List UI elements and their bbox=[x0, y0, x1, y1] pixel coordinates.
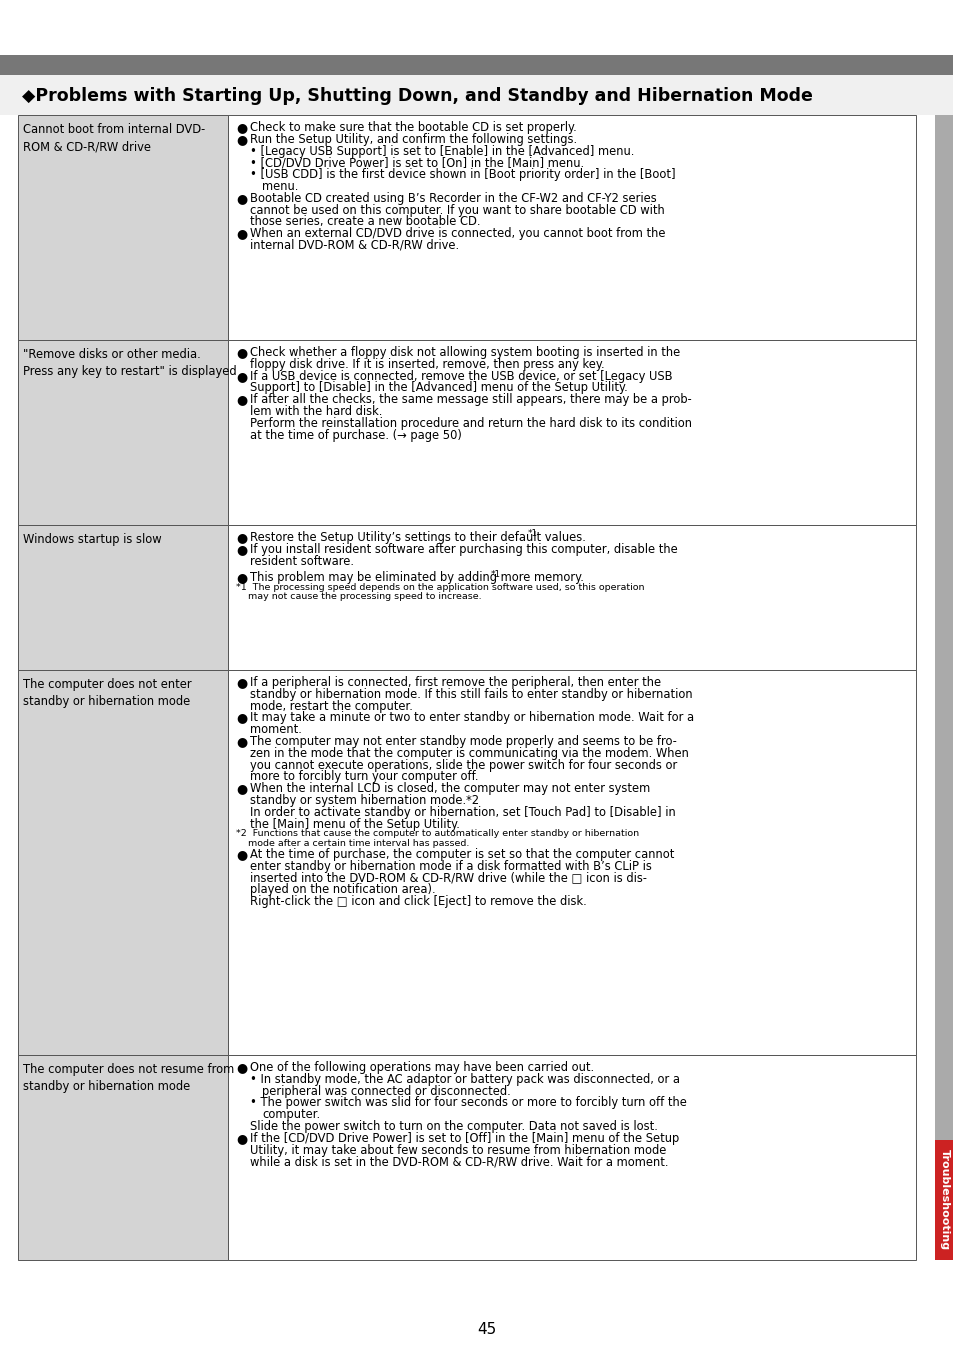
Text: *1  The processing speed depends on the application software used, so this opera: *1 The processing speed depends on the a… bbox=[235, 582, 644, 592]
Text: At the time of purchase, the computer is set so that the computer cannot: At the time of purchase, the computer is… bbox=[250, 848, 674, 861]
Text: menu.: menu. bbox=[262, 180, 298, 193]
Text: In order to activate standby or hibernation, set [Touch Pad] to [Disable] in: In order to activate standby or hibernat… bbox=[250, 805, 675, 819]
Text: *1: *1 bbox=[527, 530, 537, 539]
Bar bbox=[18, 1055, 228, 1260]
Text: When an external CD/DVD drive is connected, you cannot boot from the: When an external CD/DVD drive is connect… bbox=[250, 227, 665, 240]
Text: moment.: moment. bbox=[250, 723, 301, 736]
Text: ●: ● bbox=[235, 132, 247, 146]
Bar bbox=[0, 76, 953, 115]
Text: Windows startup is slow: Windows startup is slow bbox=[23, 534, 161, 546]
Text: Utility, it may take about few seconds to resume from hibernation mode: Utility, it may take about few seconds t… bbox=[250, 1143, 666, 1156]
Text: Right-click the □ icon and click [Eject] to remove the disk.: Right-click the □ icon and click [Eject]… bbox=[250, 896, 586, 908]
Text: Cannot boot from internal DVD-
ROM & CD-R/RW drive: Cannot boot from internal DVD- ROM & CD-… bbox=[23, 123, 205, 153]
Text: mode after a certain time interval has passed.: mode after a certain time interval has p… bbox=[235, 839, 469, 847]
Bar bbox=[228, 1055, 915, 1260]
Text: • The power switch was slid for four seconds or more to forcibly turn off the: • The power switch was slid for four sec… bbox=[250, 1097, 686, 1109]
Text: • In standby mode, the AC adaptor or battery pack was disconnected, or a: • In standby mode, the AC adaptor or bat… bbox=[250, 1073, 679, 1086]
Text: "Remove disks or other media.
Press any key to restart" is displayed: "Remove disks or other media. Press any … bbox=[23, 349, 236, 378]
Text: inserted into the DVD-ROM & CD-R/RW drive (while the □ icon is dis-: inserted into the DVD-ROM & CD-R/RW driv… bbox=[250, 871, 646, 885]
Text: When the internal LCD is closed, the computer may not enter system: When the internal LCD is closed, the com… bbox=[250, 782, 650, 796]
Text: ●: ● bbox=[235, 192, 247, 205]
Text: The computer may not enter standby mode properly and seems to be fro-: The computer may not enter standby mode … bbox=[250, 735, 677, 748]
Text: standby or hibernation mode. If this still fails to enter standby or hibernation: standby or hibernation mode. If this sti… bbox=[250, 688, 692, 701]
Text: computer.: computer. bbox=[262, 1108, 320, 1121]
Text: It may take a minute or two to enter standby or hibernation mode. Wait for a: It may take a minute or two to enter sta… bbox=[250, 712, 694, 724]
Text: resident software.: resident software. bbox=[250, 555, 354, 567]
Text: If a peripheral is connected, first remove the peripheral, then enter the: If a peripheral is connected, first remo… bbox=[250, 676, 660, 689]
Text: mode, restart the computer.: mode, restart the computer. bbox=[250, 700, 413, 712]
Text: Check to make sure that the bootable CD is set properly.: Check to make sure that the bootable CD … bbox=[250, 122, 577, 134]
Text: ●: ● bbox=[235, 346, 247, 359]
Text: ●: ● bbox=[235, 370, 247, 382]
Text: Perform the reinstallation procedure and return the hard disk to its condition: Perform the reinstallation procedure and… bbox=[250, 417, 691, 430]
Text: Check whether a floppy disk not allowing system booting is inserted in the: Check whether a floppy disk not allowing… bbox=[250, 346, 679, 359]
Text: ●: ● bbox=[235, 543, 247, 555]
Text: • [CD/DVD Drive Power] is set to [On] in the [Main] menu.: • [CD/DVD Drive Power] is set to [On] in… bbox=[250, 157, 583, 169]
Text: If a USB device is connected, remove the USB device, or set [Legacy USB: If a USB device is connected, remove the… bbox=[250, 370, 672, 382]
Text: ●: ● bbox=[235, 571, 247, 584]
Bar bbox=[18, 526, 228, 670]
Bar bbox=[18, 340, 228, 526]
Text: standby or system hibernation mode.*2: standby or system hibernation mode.*2 bbox=[250, 794, 478, 807]
Text: Bootable CD created using B’s Recorder in the CF-W2 and CF-Y2 series: Bootable CD created using B’s Recorder i… bbox=[250, 192, 656, 205]
Text: played on the notification area).: played on the notification area). bbox=[250, 884, 436, 897]
Text: lem with the hard disk.: lem with the hard disk. bbox=[250, 405, 382, 417]
Text: *2  Functions that cause the computer to automatically enter standby or hibernat: *2 Functions that cause the computer to … bbox=[235, 830, 639, 839]
Text: ●: ● bbox=[235, 735, 247, 748]
Text: ●: ● bbox=[235, 676, 247, 689]
Text: If after all the checks, the same message still appears, there may be a prob-: If after all the checks, the same messag… bbox=[250, 393, 691, 407]
Text: ●: ● bbox=[235, 531, 247, 544]
Text: One of the following operations may have been carried out.: One of the following operations may have… bbox=[250, 1061, 594, 1074]
Bar bbox=[934, 115, 953, 1260]
Text: ●: ● bbox=[235, 227, 247, 240]
Text: Run the Setup Utility, and confirm the following settings.: Run the Setup Utility, and confirm the f… bbox=[250, 132, 577, 146]
Bar bbox=[228, 340, 915, 526]
Text: internal DVD-ROM & CD-R/RW drive.: internal DVD-ROM & CD-R/RW drive. bbox=[250, 239, 458, 253]
Text: cannot be used on this computer. If you want to share bootable CD with: cannot be used on this computer. If you … bbox=[250, 204, 664, 216]
Text: Support] to [Disable] in the [Advanced] menu of the Setup Utility.: Support] to [Disable] in the [Advanced] … bbox=[250, 381, 627, 394]
Text: • [USB CDD] is the first device shown in [Boot priority order] in the [Boot]: • [USB CDD] is the first device shown in… bbox=[250, 169, 675, 181]
Text: ●: ● bbox=[235, 393, 247, 407]
Text: • [Legacy USB Support] is set to [Enable] in the [Advanced] menu.: • [Legacy USB Support] is set to [Enable… bbox=[250, 145, 634, 158]
Bar bbox=[18, 670, 228, 1055]
Text: This problem may be eliminated by adding more memory.: This problem may be eliminated by adding… bbox=[250, 571, 583, 584]
Text: ●: ● bbox=[235, 782, 247, 796]
Text: more to forcibly turn your computer off.: more to forcibly turn your computer off. bbox=[250, 770, 478, 784]
Text: peripheral was connected or disconnected.: peripheral was connected or disconnected… bbox=[262, 1085, 510, 1097]
Text: *1: *1 bbox=[491, 570, 500, 578]
Text: If you install resident software after purchasing this computer, disable the: If you install resident software after p… bbox=[250, 543, 677, 555]
Text: ●: ● bbox=[235, 1132, 247, 1144]
Bar bbox=[228, 670, 915, 1055]
Bar bbox=[228, 115, 915, 340]
Text: The computer does not resume from
standby or hibernation mode: The computer does not resume from standb… bbox=[23, 1063, 234, 1093]
Bar bbox=[934, 1140, 953, 1260]
Text: ●: ● bbox=[235, 122, 247, 134]
Text: Troubleshooting: Troubleshooting bbox=[939, 1150, 948, 1251]
Text: Slide the power switch to turn on the computer. Data not saved is lost.: Slide the power switch to turn on the co… bbox=[250, 1120, 658, 1133]
Text: at the time of purchase. (→ page 50): at the time of purchase. (→ page 50) bbox=[250, 428, 461, 442]
Bar bbox=[18, 115, 228, 340]
Text: ●: ● bbox=[235, 712, 247, 724]
Text: enter standby or hibernation mode if a disk formatted with B’s CLiP is: enter standby or hibernation mode if a d… bbox=[250, 859, 651, 873]
Text: floppy disk drive. If it is inserted, remove, then press any key.: floppy disk drive. If it is inserted, re… bbox=[250, 358, 604, 370]
Text: The computer does not enter
standby or hibernation mode: The computer does not enter standby or h… bbox=[23, 678, 192, 708]
Text: zen in the mode that the computer is communicating via the modem. When: zen in the mode that the computer is com… bbox=[250, 747, 688, 759]
Text: Restore the Setup Utility’s settings to their default values.: Restore the Setup Utility’s settings to … bbox=[250, 531, 585, 544]
Text: 45: 45 bbox=[476, 1321, 497, 1336]
Text: you cannot execute operations, slide the power switch for four seconds or: you cannot execute operations, slide the… bbox=[250, 759, 677, 771]
Bar bbox=[0, 55, 953, 76]
Bar bbox=[228, 526, 915, 670]
Text: If the [CD/DVD Drive Power] is set to [Off] in the [Main] menu of the Setup: If the [CD/DVD Drive Power] is set to [O… bbox=[250, 1132, 679, 1144]
Text: ●: ● bbox=[235, 1061, 247, 1074]
Text: may not cause the processing speed to increase.: may not cause the processing speed to in… bbox=[235, 592, 481, 601]
Text: ◆Problems with Starting Up, Shutting Down, and Standby and Hibernation Mode: ◆Problems with Starting Up, Shutting Dow… bbox=[22, 86, 812, 105]
Text: while a disk is set in the DVD-ROM & CD-R/RW drive. Wait for a moment.: while a disk is set in the DVD-ROM & CD-… bbox=[250, 1155, 668, 1169]
Text: the [Main] menu of the Setup Utility.: the [Main] menu of the Setup Utility. bbox=[250, 817, 459, 831]
Text: ●: ● bbox=[235, 848, 247, 861]
Text: those series, create a new bootable CD.: those series, create a new bootable CD. bbox=[250, 215, 480, 228]
